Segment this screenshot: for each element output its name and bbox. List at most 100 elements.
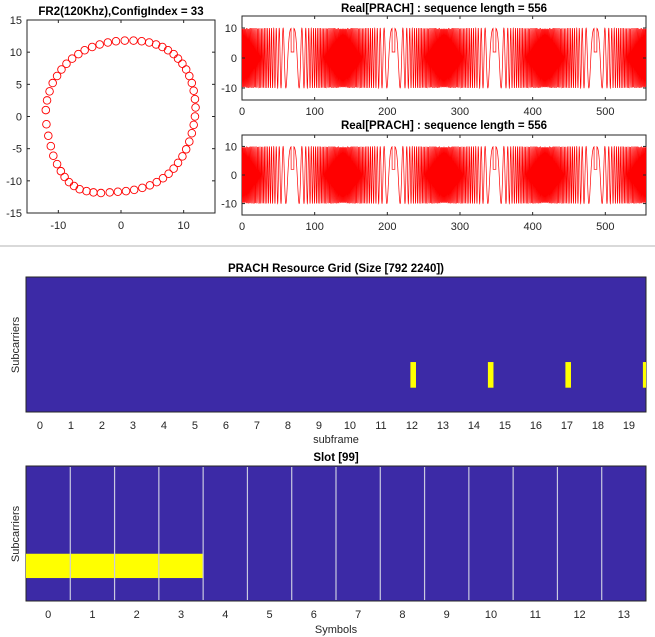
scatter-point [121, 186, 131, 196]
grid-highlight-block [410, 362, 416, 388]
scatter-point [138, 183, 147, 193]
scatter-point [52, 159, 62, 169]
scatter-point [152, 177, 161, 187]
scatter-point [52, 71, 62, 81]
scatter-point [111, 36, 121, 46]
slot-x-tick-label: 3 [178, 609, 184, 621]
slot-x-tick-label: 9 [444, 609, 450, 621]
line2-y-ticks: 10 0 -10 [221, 141, 646, 211]
scatter-point [45, 87, 54, 96]
scatter-point [169, 164, 178, 173]
scatter-point [189, 86, 198, 96]
scatter-point [178, 59, 187, 68]
scatter-point [41, 105, 51, 115]
slot-x-tick-label: 11 [530, 609, 541, 621]
scatter-axes-box [26, 19, 216, 214]
line2-y-tick-label: -10 [221, 199, 237, 211]
line2-x-tick-label: 100 [305, 221, 323, 233]
slot-x-tick-label: 4 [222, 609, 228, 621]
real-prach-plot-2: 0 100 200 300 400 500 100-10 Real[PRACH] : se… [221, 120, 647, 233]
line1-title: Real[PRACH] : sequence length = 556 [341, 3, 547, 15]
scatter-point [67, 54, 77, 63]
scatter-point [96, 188, 106, 198]
line1-x-ticks: 0 100 200 300 400 500 [239, 16, 614, 118]
iq-scatter-plot: -10 0 10 15 10 5 0 -5 -10 -15 FR2(120Khz),Config… [6, 6, 216, 232]
prach-resource-grid: 0 1 2 3 4 5 6 7 8 9 10 11 12 13 14 15 16 17 18 19 PRACH Res… [10, 263, 647, 446]
line1-x-tick-label: 100 [305, 106, 323, 118]
scatter-point [191, 103, 200, 112]
scatter-y-tick-label: 5 [16, 79, 22, 91]
grid-highlight-block [487, 362, 494, 388]
scatter-point [189, 120, 198, 130]
scatter-point [185, 137, 194, 146]
scatter-point [181, 145, 191, 154]
grid-highlight-block [642, 362, 646, 388]
scatter-point [129, 36, 138, 45]
scatter-point [158, 174, 168, 183]
scatter-point [56, 166, 66, 176]
line1-y-tick-label: -10 [221, 83, 237, 95]
slot-x-tick-label: 0 [45, 609, 51, 621]
grid-x-tick-label: 14 [468, 420, 480, 432]
scatter-y-tick-label: -15 [6, 208, 22, 220]
scatter-point [178, 152, 187, 161]
slot-grid: 0 1 2 3 4 5 6 7 8 9 10 11 12 13 Slot [99] Symbols Sub… [10, 452, 647, 636]
slot-x-tick-label: 1 [89, 609, 95, 621]
scatter-point [105, 188, 114, 197]
grid-x-tick-label: 5 [192, 420, 198, 432]
scatter-point [60, 172, 69, 182]
line1-y-tick-label: 10 [225, 23, 237, 35]
scatter-point [57, 65, 66, 74]
slot-x-tick-label: 12 [573, 609, 585, 621]
scatter-point [82, 186, 91, 196]
grid-x-tick-label: 9 [316, 420, 322, 432]
grid-x-tick-label: 8 [285, 420, 291, 432]
slot-x-tick-label: 2 [134, 609, 140, 621]
scatter-point [190, 94, 200, 104]
line2-x-tick-label: 300 [451, 221, 469, 233]
line2-y-tick-label: 10 [225, 141, 237, 153]
slot-x-tick-label: 13 [618, 609, 630, 621]
scatter-y-ticks: 15 10 5 0 -5 -10 -15 [6, 15, 215, 220]
line2-y-tick-label: 0 [231, 170, 237, 182]
grid-x-tick-label: 17 [561, 420, 573, 432]
scatter-point [103, 38, 113, 47]
line2-x-tick-label: 400 [523, 221, 541, 233]
scatter-point [49, 151, 58, 160]
scatter-point [164, 169, 173, 179]
grid-background [25, 276, 647, 413]
scatter-point [44, 131, 53, 141]
scatter-markers [41, 36, 200, 198]
slot-x-ticks: 0 1 2 3 4 5 6 7 8 9 10 11 12 13 [45, 609, 630, 621]
grid-x-tick-label: 4 [161, 420, 167, 432]
grid-x-tick-label: 18 [592, 420, 604, 432]
grid-x-tick-label: 10 [344, 420, 356, 432]
line2-x-tick-label: 200 [378, 221, 396, 233]
scatter-point [48, 78, 57, 88]
line2-x-tick-label: 0 [239, 221, 245, 233]
slot-x-tick-label: 7 [355, 609, 361, 621]
scatter-point [137, 36, 146, 46]
scatter-y-tick-label: -10 [6, 176, 22, 188]
grid-x-tick-label: 16 [530, 420, 542, 432]
slot-x-tick-label: 5 [267, 609, 273, 621]
line1-y-ticks: 10 0 -10 [221, 23, 646, 95]
scatter-y-tick-label: 15 [10, 15, 22, 27]
scatter-point [113, 187, 123, 197]
scatter-point [181, 65, 191, 74]
scatter-y-tick-label: -5 [12, 144, 22, 156]
grid-highlights [410, 362, 646, 388]
scatter-point [87, 42, 97, 52]
scatter-point [190, 112, 200, 121]
grid-title: PRACH Resource Grid (Size [792 2240]) [228, 263, 444, 275]
scatter-point [120, 36, 130, 45]
scatter-point [187, 128, 197, 138]
line1-x-tick-label: 200 [378, 106, 396, 118]
grid-x-tick-label: 2 [99, 420, 105, 432]
scatter-y-tick-label: 10 [10, 47, 22, 59]
real-prach-plot-1: 0 100 200 300 400 500 100-10 Real[PRACH] : se… [221, 3, 647, 118]
scatter-title: FR2(120Khz),ConfigIndex = 33 [38, 6, 203, 18]
scatter-x-tick-label: 0 [118, 220, 124, 232]
slot-ylabel: Subcarriers [10, 505, 22, 562]
